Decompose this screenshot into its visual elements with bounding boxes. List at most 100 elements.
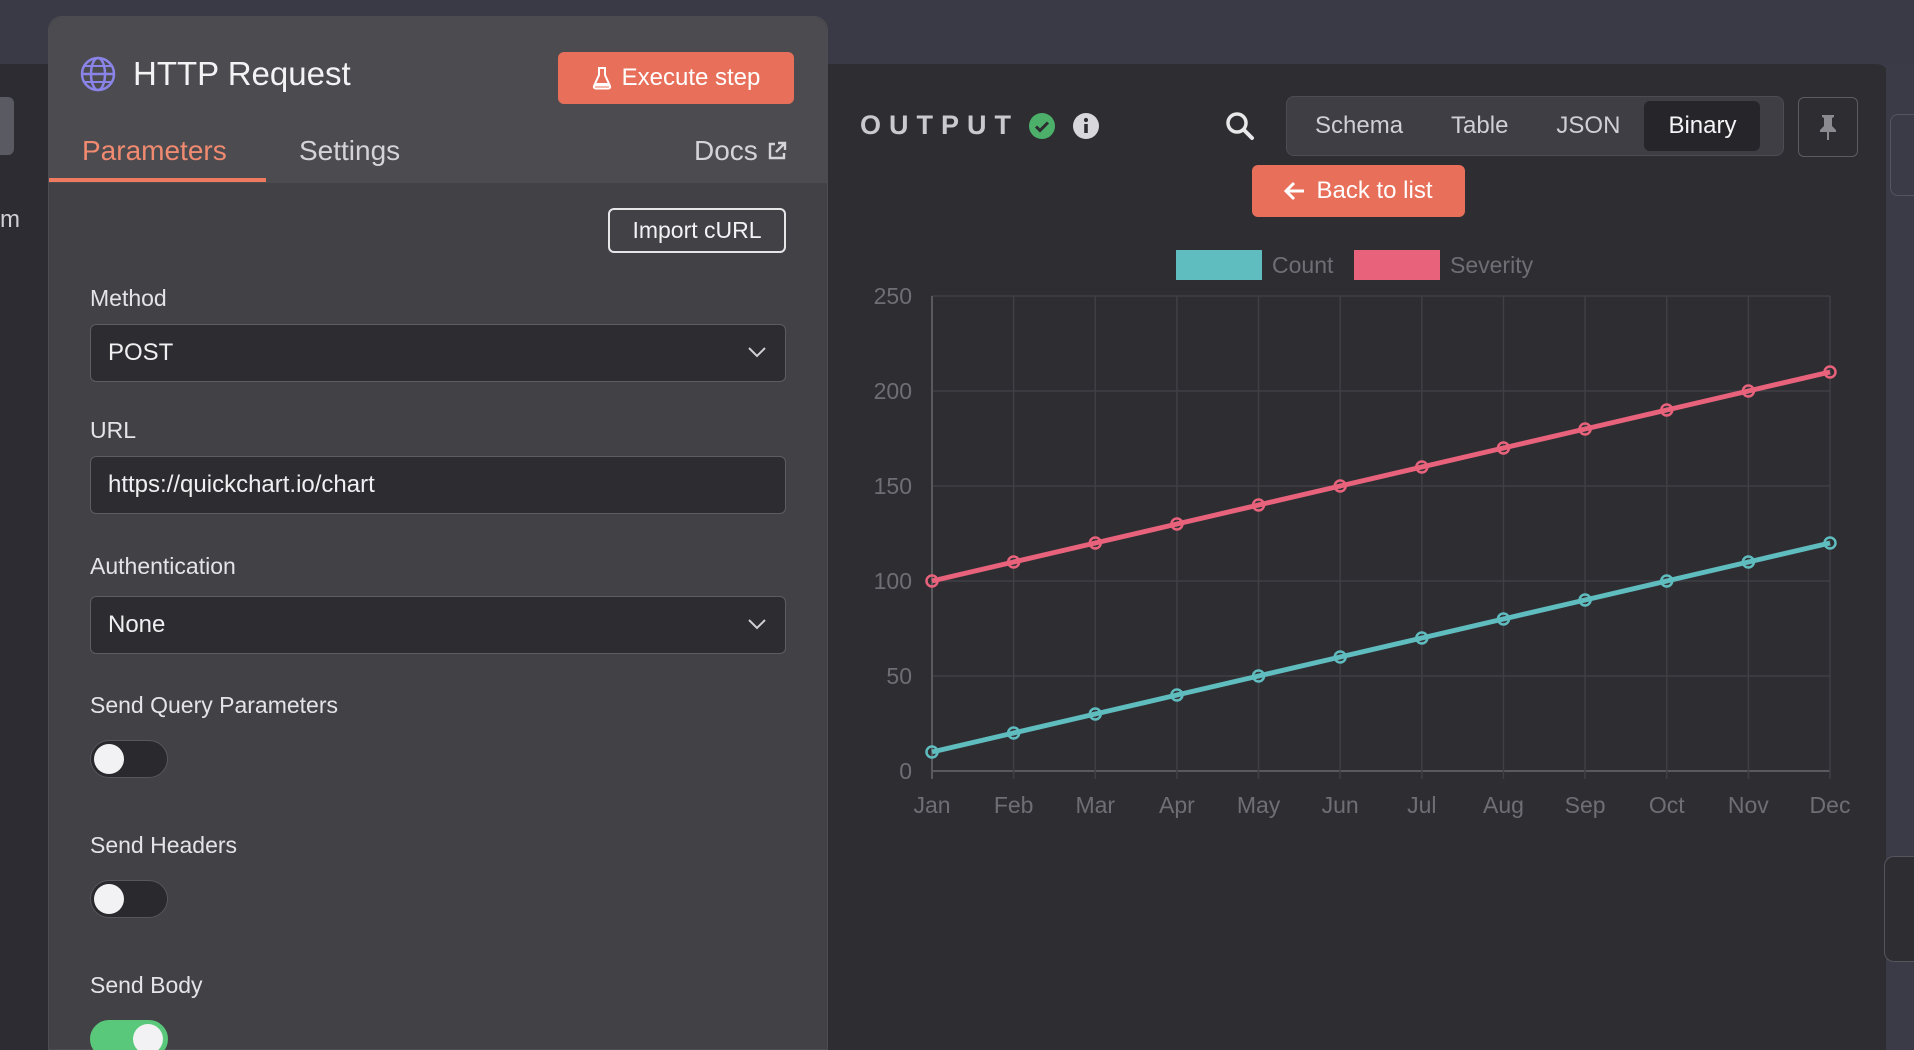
data-point [925, 574, 939, 588]
series-line [931, 540, 1831, 755]
data-point [1741, 384, 1756, 398]
y-tick-label: 0 [899, 758, 912, 784]
method-value: POST [108, 339, 174, 366]
x-tick-label: Nov [1728, 792, 1769, 818]
data-point [1006, 555, 1021, 569]
series-line [931, 369, 1831, 584]
data-point [1659, 574, 1674, 588]
toggle-knob [133, 1024, 163, 1050]
x-tick-label: Sep [1565, 792, 1606, 818]
info-icon[interactable] [1072, 112, 1100, 140]
right-edge-tab-bottom[interactable] [1884, 856, 1914, 962]
globe-icon [80, 56, 116, 92]
legend-swatch [1176, 250, 1262, 280]
data-point [1578, 422, 1592, 436]
authentication-value: None [108, 611, 166, 638]
send-headers-label: Send Headers [90, 832, 238, 858]
chevron-down-icon [748, 347, 766, 358]
toggle-knob [94, 744, 124, 774]
data-point [1088, 707, 1103, 721]
legend-label: Count [1272, 252, 1334, 278]
import-curl-button[interactable]: Import cURL [608, 208, 786, 253]
send-body-label: Send Body [90, 972, 203, 998]
tab-settings[interactable]: Settings [299, 135, 401, 166]
y-tick-label: 250 [874, 283, 912, 309]
data-point [1006, 726, 1021, 740]
x-tick-label: Feb [994, 792, 1034, 818]
line-chart: 0 50 100 150 200 250 Jan Feb Mar Apr May Jun Jul Aug S… [874, 250, 1851, 818]
view-mode-switch: Schema Table JSON Binary [1286, 96, 1784, 156]
external-link-icon [768, 141, 786, 160]
data-point [1496, 612, 1511, 626]
data-point [1415, 460, 1429, 474]
x-tick-label: Aug [1483, 792, 1524, 818]
x-tick-label: Dec [1810, 792, 1851, 818]
back-to-list-label: Back to list [1316, 177, 1433, 204]
send-headers-toggle[interactable] [90, 880, 168, 918]
arrow-left-icon [1284, 181, 1305, 201]
output-title: OUTPUT [860, 110, 1019, 140]
legend-swatch [1354, 250, 1440, 280]
method-select[interactable]: POST [90, 324, 786, 382]
authentication-select[interactable]: None [90, 596, 786, 654]
data-point [1333, 479, 1347, 493]
docs-label: Docs [694, 135, 758, 166]
view-tab-schema[interactable]: Schema [1315, 112, 1404, 139]
send-body-toggle[interactable] [90, 1020, 168, 1050]
x-tick-label: Oct [1649, 792, 1685, 818]
view-tab-json[interactable]: JSON [1556, 112, 1621, 139]
data-point [1823, 536, 1837, 550]
data-point [1659, 403, 1674, 417]
authentication-label: Authentication [90, 553, 236, 579]
chevron-down-icon [748, 619, 766, 630]
method-label: Method [90, 285, 167, 311]
send-query-toggle[interactable] [90, 740, 168, 778]
x-tick-label: Mar [1075, 792, 1115, 818]
node-title[interactable]: HTTP Request [133, 55, 351, 92]
canvas-background-left [0, 64, 48, 1050]
pin-data-button[interactable] [1798, 97, 1858, 157]
data-point [1170, 517, 1184, 531]
check-circle-icon [1029, 113, 1055, 139]
docs-link[interactable]: Docs [694, 135, 788, 167]
url-value: https://quickchart.io/chart [108, 471, 375, 498]
view-tab-table[interactable]: Table [1451, 112, 1509, 139]
data-point [1823, 365, 1837, 379]
data-point [1251, 498, 1266, 512]
data-point [1415, 631, 1429, 645]
legend-label: Severity [1450, 252, 1534, 278]
x-tick-label: May [1237, 792, 1281, 818]
y-tick-label: 50 [886, 663, 912, 689]
left-edge-text: m [0, 206, 20, 233]
url-input[interactable]: https://quickchart.io/chart [90, 456, 786, 514]
x-tick-label: Jun [1322, 792, 1359, 818]
back-to-list-button[interactable]: Back to list [1252, 165, 1465, 217]
node-parameters-panel: HTTP Request Execute step Parameters Set… [48, 16, 828, 1050]
x-tick-label: Jan [913, 792, 950, 818]
left-edge-tab[interactable] [0, 97, 14, 155]
data-point [1333, 650, 1347, 664]
flask-icon [592, 67, 611, 90]
tab-parameters[interactable]: Parameters [82, 135, 227, 166]
data-point [1088, 536, 1103, 550]
execute-step-button[interactable]: Execute step [558, 52, 794, 104]
toggle-knob [94, 884, 124, 914]
pin-icon [1820, 115, 1836, 140]
execute-step-label: Execute step [621, 64, 761, 91]
y-tick-label: 200 [874, 378, 912, 404]
data-point [1741, 555, 1756, 569]
data-point [1496, 441, 1511, 455]
data-point [1170, 688, 1184, 702]
search-icon[interactable] [1224, 110, 1256, 142]
url-label: URL [90, 417, 137, 443]
y-tick-label: 150 [874, 473, 912, 499]
data-point [925, 745, 939, 759]
view-tab-binary[interactable]: Binary [1644, 101, 1761, 151]
x-tick-label: Apr [1159, 792, 1195, 818]
data-point [1251, 669, 1266, 683]
output-panel [780, 64, 1890, 1050]
active-tab-indicator [49, 178, 266, 182]
right-edge-tab-top[interactable] [1890, 114, 1914, 196]
x-tick-label: Jul [1407, 792, 1436, 818]
y-tick-label: 100 [874, 568, 912, 594]
